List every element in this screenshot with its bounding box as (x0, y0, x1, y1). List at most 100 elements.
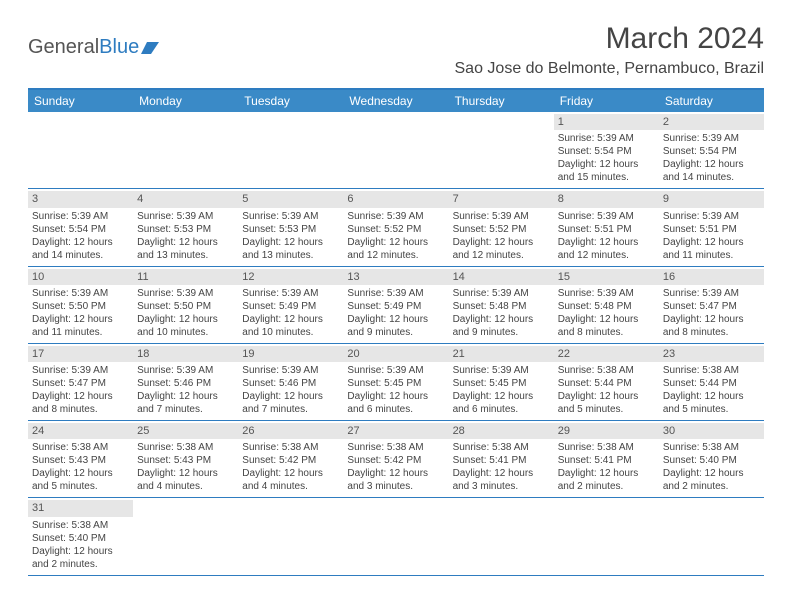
day-number: 19 (238, 346, 343, 362)
day-cell: 25Sunrise: 5:38 AMSunset: 5:43 PMDayligh… (133, 421, 238, 497)
flag-icon (141, 40, 163, 56)
sunset-text: Sunset: 5:40 PM (32, 532, 129, 545)
sunrise-text: Sunrise: 5:38 AM (663, 364, 760, 377)
day-cell: 28Sunrise: 5:38 AMSunset: 5:41 PMDayligh… (449, 421, 554, 497)
sunset-text: Sunset: 5:44 PM (663, 377, 760, 390)
day-cell (28, 112, 133, 188)
day-number: 13 (343, 269, 448, 285)
sunset-text: Sunset: 5:41 PM (558, 454, 655, 467)
sunrise-text: Sunrise: 5:39 AM (137, 210, 234, 223)
sunrise-text: Sunrise: 5:39 AM (663, 210, 760, 223)
day-number: 27 (343, 423, 448, 439)
daylight-text: Daylight: 12 hours and 13 minutes. (242, 236, 339, 262)
daylight-text: Daylight: 12 hours and 13 minutes. (137, 236, 234, 262)
sunrise-text: Sunrise: 5:38 AM (137, 441, 234, 454)
day-number: 24 (28, 423, 133, 439)
day-cell (659, 498, 764, 574)
day-cell (238, 498, 343, 574)
sunset-text: Sunset: 5:51 PM (663, 223, 760, 236)
week-row: 17 Sunrise: 5:39 AM Sunset: 5:47 PM Dayligh… (28, 344, 764, 421)
day-number: 8 (554, 191, 659, 207)
sunrise-text: Sunrise: 5:39 AM (347, 364, 444, 377)
day-number: 11 (133, 269, 238, 285)
day-of-week-row: SundayMondayTuesdayWednesdayThursdayFrid… (28, 90, 764, 112)
day-cell: 13Sunrise: 5:39 AMSunset: 5:49 PMDayligh… (343, 267, 448, 343)
daylight-text: Daylight: 12 hours and 3 minutes. (347, 467, 444, 493)
sunset-text: Sunset: 5:51 PM (558, 223, 655, 236)
day-number: 4 (133, 191, 238, 207)
day-number: 6 (343, 191, 448, 207)
day-number: 17 (28, 346, 133, 362)
sunrise-text: Sunrise: 5:39 AM (32, 210, 129, 223)
day-number: 3 (28, 191, 133, 207)
sunset-text: Sunset: 5:42 PM (347, 454, 444, 467)
sunrise-text: Sunrise: 5:39 AM (453, 210, 550, 223)
day-cell (343, 112, 448, 188)
day-cell: 17Sunrise: 5:39 AMSunset: 5:47 PMDayligh… (28, 344, 133, 420)
weeks-container: 1Sunrise: 5:39 AMSunset: 5:54 PMDaylight… (28, 112, 764, 576)
sunset-text: Sunset: 5:45 PM (347, 377, 444, 390)
day-number: 18 (133, 346, 238, 362)
daylight-text: Daylight: 12 hours and 12 minutes. (347, 236, 444, 262)
daylight-text: Daylight: 12 hours and 5 minutes. (32, 467, 129, 493)
sunset-text: Sunset: 5:46 PM (137, 377, 234, 390)
day-cell: 1Sunrise: 5:39 AMSunset: 5:54 PMDaylight… (554, 112, 659, 188)
sunset-text: Sunset: 5:54 PM (558, 145, 655, 158)
location: Sao Jose do Belmonte, Pernambuco, Brazil (455, 60, 765, 78)
day-number: 30 (659, 423, 764, 439)
daylight-text: Daylight: 12 hours and 11 minutes. (32, 313, 129, 339)
daylight-text: Daylight: 12 hours and 4 minutes. (242, 467, 339, 493)
sunrise-text: Sunrise: 5:39 AM (558, 287, 655, 300)
day-number: 20 (343, 346, 448, 362)
sunset-text: Sunset: 5:43 PM (137, 454, 234, 467)
day-cell (238, 112, 343, 188)
sunrise-text: Sunrise: 5:39 AM (558, 132, 655, 145)
day-cell (449, 112, 554, 188)
day-number: 5 (238, 191, 343, 207)
day-of-week-header: Saturday (659, 90, 764, 112)
sunrise-text: Sunrise: 5:38 AM (32, 519, 129, 532)
sunset-text: Sunset: 5:40 PM (663, 454, 760, 467)
daylight-text: Daylight: 12 hours and 2 minutes. (558, 467, 655, 493)
daylight-text: Daylight: 12 hours and 4 minutes. (137, 467, 234, 493)
day-number: 7 (449, 191, 554, 207)
daylight-text: Daylight: 12 hours and 2 minutes. (32, 545, 129, 571)
daylight-text: Daylight: 12 hours and 10 minutes. (137, 313, 234, 339)
sunset-text: Sunset: 5:42 PM (242, 454, 339, 467)
day-number: 21 (449, 346, 554, 362)
day-cell: 19Sunrise: 5:39 AMSunset: 5:46 PMDayligh… (238, 344, 343, 420)
day-cell: 11Sunrise: 5:39 AMSunset: 5:50 PMDayligh… (133, 267, 238, 343)
day-cell: 29Sunrise: 5:38 AMSunset: 5:41 PMDayligh… (554, 421, 659, 497)
day-cell: 21Sunrise: 5:39 AMSunset: 5:45 PMDayligh… (449, 344, 554, 420)
sunset-text: Sunset: 5:52 PM (453, 223, 550, 236)
header: GeneralBlue March 2024 Sao Jose do Belmo… (0, 0, 792, 82)
sunrise-text: Sunrise: 5:39 AM (242, 287, 339, 300)
day-cell: 20Sunrise: 5:39 AMSunset: 5:45 PMDayligh… (343, 344, 448, 420)
sunset-text: Sunset: 5:54 PM (663, 145, 760, 158)
daylight-text: Daylight: 12 hours and 7 minutes. (242, 390, 339, 416)
day-number: 14 (449, 269, 554, 285)
day-of-week-header: Tuesday (238, 90, 343, 112)
daylight-text: Daylight: 12 hours and 14 minutes. (663, 158, 760, 184)
week-row: 1Sunrise: 5:39 AMSunset: 5:54 PMDaylight… (28, 112, 764, 189)
day-cell: 7 Sunrise: 5:39 AMSunset: 5:52 PMDaylight… (449, 189, 554, 265)
day-cell (133, 498, 238, 574)
title-block: March 2024 Sao Jose do Belmonte, Pernamb… (455, 22, 765, 78)
sunrise-text: Sunrise: 5:39 AM (663, 132, 760, 145)
sunset-text: Sunset: 5:41 PM (453, 454, 550, 467)
sunrise-text: Sunrise: 5:39 AM (453, 287, 550, 300)
sunrise-text: Sunrise: 5:38 AM (558, 364, 655, 377)
day-cell: 22Sunrise: 5:38 AMSunset: 5:44 PMDayligh… (554, 344, 659, 420)
day-cell: 18Sunrise: 5:39 AMSunset: 5:46 PMDayligh… (133, 344, 238, 420)
day-of-week-header: Monday (133, 90, 238, 112)
week-row: 31Sunrise: 5:38 AMSunset: 5:40 PMDayligh… (28, 498, 764, 575)
week-row: 24Sunrise: 5:38 AMSunset: 5:43 PMDayligh… (28, 421, 764, 498)
daylight-text: Daylight: 12 hours and 5 minutes. (663, 390, 760, 416)
daylight-text: Daylight: 12 hours and 12 minutes. (453, 236, 550, 262)
day-of-week-header: Friday (554, 90, 659, 112)
daylight-text: Daylight: 12 hours and 10 minutes. (242, 313, 339, 339)
daylight-text: Daylight: 12 hours and 3 minutes. (453, 467, 550, 493)
day-cell: 12Sunrise: 5:39 AMSunset: 5:49 PMDayligh… (238, 267, 343, 343)
day-cell: 3Sunrise: 5:39 AMSunset: 5:54 PMDaylight… (28, 189, 133, 265)
sunset-text: Sunset: 5:47 PM (32, 377, 129, 390)
